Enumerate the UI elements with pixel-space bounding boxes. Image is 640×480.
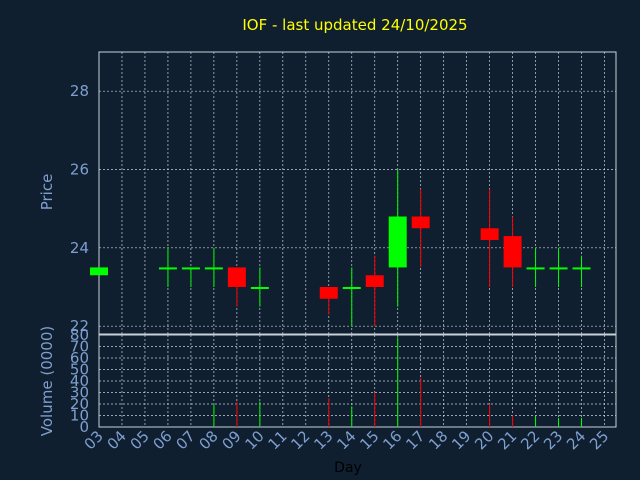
candle xyxy=(572,255,591,287)
volume-tick-label: 80 xyxy=(70,326,89,344)
candle-body xyxy=(549,267,568,270)
candle xyxy=(319,287,338,315)
candle xyxy=(549,247,568,287)
candle-body xyxy=(572,267,591,270)
candle xyxy=(250,267,269,307)
candle-body xyxy=(503,236,522,268)
volume-frame xyxy=(98,334,617,428)
candle xyxy=(158,247,177,287)
x-tick-labels: 0304050607080910111213141516171819202122… xyxy=(81,427,613,453)
candle xyxy=(526,247,545,287)
x-axis-label: Day xyxy=(334,460,362,476)
candle xyxy=(342,267,361,327)
candle xyxy=(227,267,246,307)
volume-tick-label: 10 xyxy=(70,407,89,425)
volume-axis-label: Volume (0000) xyxy=(38,326,56,436)
price-frame xyxy=(98,51,617,335)
candle-body xyxy=(250,287,269,289)
volume-tick-label: 20 xyxy=(70,395,89,413)
price-tick-label: 26 xyxy=(70,161,89,179)
candle xyxy=(90,267,108,276)
candle xyxy=(204,247,223,287)
candle xyxy=(503,216,522,287)
chart-title: IOF - last updated 24/10/2025 xyxy=(242,16,467,34)
candle-body xyxy=(204,267,223,270)
price-tick-label: 22 xyxy=(70,317,89,335)
candle-body xyxy=(365,275,384,287)
candle xyxy=(388,169,407,307)
candle xyxy=(411,189,430,268)
candle-body xyxy=(342,287,361,289)
candle-body xyxy=(181,267,200,270)
x-tick-label: 25 xyxy=(586,427,612,453)
volume-tick-label: 30 xyxy=(70,384,89,402)
candle xyxy=(480,189,499,287)
price-axis-label: Price xyxy=(38,174,56,211)
volume-tick-label: 0 xyxy=(79,418,89,436)
candle-body xyxy=(319,287,338,299)
candle-body xyxy=(227,267,246,287)
candle-body xyxy=(90,267,108,276)
price-panel: 22 24 26 28 xyxy=(70,51,617,335)
volume-tick-label: 40 xyxy=(70,372,89,390)
candle-body xyxy=(526,267,545,270)
volume-tick-label: 50 xyxy=(70,361,89,379)
candle xyxy=(365,255,384,327)
volume-tick-label: 70 xyxy=(70,338,89,356)
candle-body xyxy=(480,228,499,240)
price-tick-label: 24 xyxy=(70,239,89,257)
candle-body xyxy=(388,216,407,268)
candle-body xyxy=(158,267,177,270)
volume-tick-label: 60 xyxy=(70,349,89,367)
candle-body xyxy=(411,216,430,229)
price-tick-label: 28 xyxy=(70,82,89,100)
candle xyxy=(181,267,200,287)
